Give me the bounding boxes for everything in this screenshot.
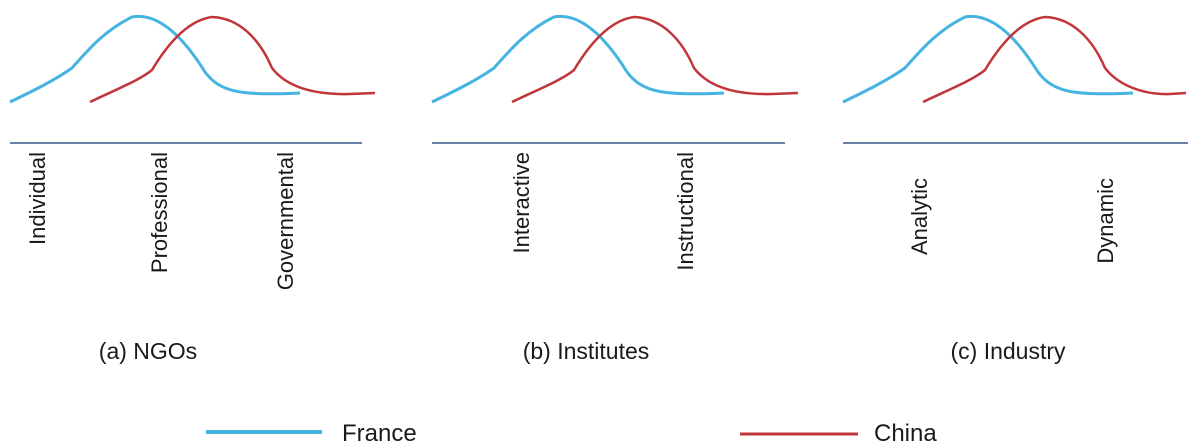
axis-label-analytic: Analytic xyxy=(907,178,932,255)
axis-label-individual: Individual xyxy=(25,152,50,245)
panel-institutes: Interactive Instructional (b) Institutes xyxy=(431,14,799,364)
china-curve xyxy=(922,15,1187,104)
panel-ngos: Individual Professional Governmental (a)… xyxy=(9,14,376,364)
france-curve xyxy=(431,14,725,104)
china-curve xyxy=(89,15,376,104)
france-curve xyxy=(842,14,1134,104)
axis-label-governmental: Governmental xyxy=(273,152,298,290)
panel-caption: (b) Institutes xyxy=(523,338,650,364)
legend-label-france: France xyxy=(342,420,417,443)
china-curve xyxy=(511,15,799,104)
france-curve xyxy=(9,14,301,104)
panel-caption: (a) NGOs xyxy=(99,338,197,364)
axis-label-interactive: Interactive xyxy=(509,152,534,254)
axis-label-professional: Professional xyxy=(147,152,172,273)
panel-caption: (c) Industry xyxy=(950,338,1066,364)
legend-label-china: China xyxy=(874,420,937,443)
legend: France China xyxy=(206,420,937,447)
axis-label-dynamic: Dynamic xyxy=(1093,178,1118,264)
axis-label-instructional: Instructional xyxy=(673,152,698,271)
panel-industry: Analytic Dynamic (c) Industry xyxy=(842,14,1188,364)
